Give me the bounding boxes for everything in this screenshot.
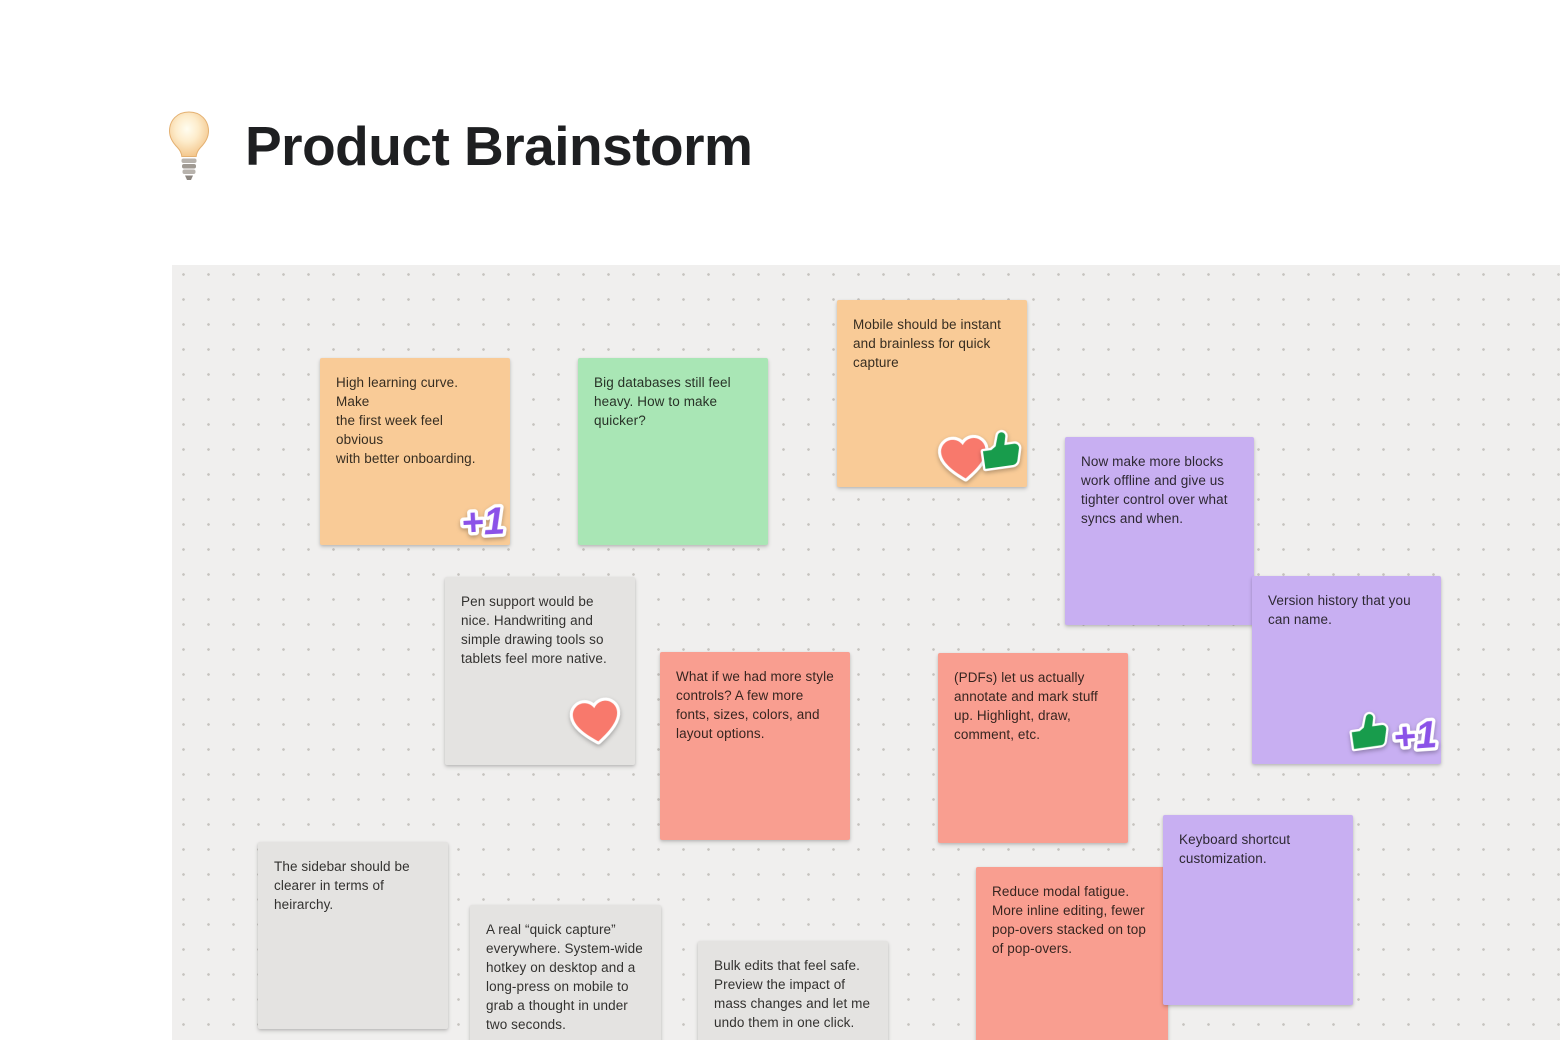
sticky-note-text: The sidebar should be clearer in terms o… <box>274 859 410 912</box>
plus-one-sticker-icon[interactable]: +1 <box>457 496 510 548</box>
thumbs-up-sticker-icon[interactable] <box>1343 705 1395 757</box>
sticky-note-text: A real “quick capture” everywhere. Syste… <box>486 922 643 1032</box>
svg-text:+1: +1 <box>1392 713 1439 759</box>
sticky-note-big-databases[interactable]: Big databases still feel heavy. How to m… <box>578 358 768 545</box>
sticky-note-mobile-quick-capture[interactable]: Mobile should be instant and brainless f… <box>837 300 1027 487</box>
lightbulb-icon <box>166 111 212 183</box>
sticky-note-quick-capture[interactable]: A real “quick capture” everywhere. Syste… <box>470 905 661 1040</box>
heart-sticker-icon[interactable] <box>568 696 623 748</box>
sticky-note-text: (PDFs) let us actually annotate and mark… <box>954 670 1098 742</box>
sticky-note-pen-support[interactable]: Pen support would be nice. Handwriting a… <box>445 577 635 765</box>
sticky-note-text: High learning curve. Make the first week… <box>336 375 476 466</box>
page-title[interactable]: Product Brainstorm <box>245 115 753 177</box>
sticky-note-version-history[interactable]: Version history that you can name. +1 <box>1252 576 1442 764</box>
sticky-note-text: Pen support would be nice. Handwriting a… <box>461 594 607 666</box>
sticky-note-modal-fatigue[interactable]: Reduce modal fatigue. More inline editin… <box>976 867 1168 1040</box>
sticky-note-text: Keyboard shortcut customization. <box>1179 832 1291 866</box>
sticky-note-sidebar-hierarchy[interactable]: The sidebar should be clearer in terms o… <box>258 842 448 1029</box>
sticky-note-high-learning-curve[interactable]: High learning curve. Make the first week… <box>320 358 510 548</box>
plus-one-sticker-icon[interactable]: +1 <box>1388 710 1441 763</box>
sticky-note-text: Bulk edits that feel safe. Preview the i… <box>714 958 871 1030</box>
sticky-note-text: Reduce modal fatigue. More inline editin… <box>992 884 1146 956</box>
sticky-note-text: Big databases still feel heavy. How to m… <box>594 375 731 428</box>
sticky-note-pdf-annotation[interactable]: (PDFs) let us actually annotate and mark… <box>938 653 1128 843</box>
sticky-note-bulk-edits[interactable]: Bulk edits that feel safe. Preview the i… <box>698 941 888 1040</box>
thumbs-up-sticker-icon[interactable] <box>974 423 1028 477</box>
sticky-note-text: Version history that you can name. <box>1268 593 1411 627</box>
header: Product Brainstorm <box>0 0 1560 265</box>
sticky-note-text: What if we had more style controls? A fe… <box>676 669 834 741</box>
sticky-note-style-controls[interactable]: What if we had more style controls? A fe… <box>660 652 850 840</box>
sticky-note-keyboard-shortcuts[interactable]: Keyboard shortcut customization. <box>1163 815 1353 1005</box>
sticky-note-offline-blocks[interactable]: Now make more blocks work offline and gi… <box>1065 437 1254 625</box>
svg-text:+1: +1 <box>460 499 506 544</box>
sticky-note-text: Now make more blocks work offline and gi… <box>1081 454 1228 526</box>
sticky-note-text: Mobile should be instant and brainless f… <box>853 317 1001 370</box>
